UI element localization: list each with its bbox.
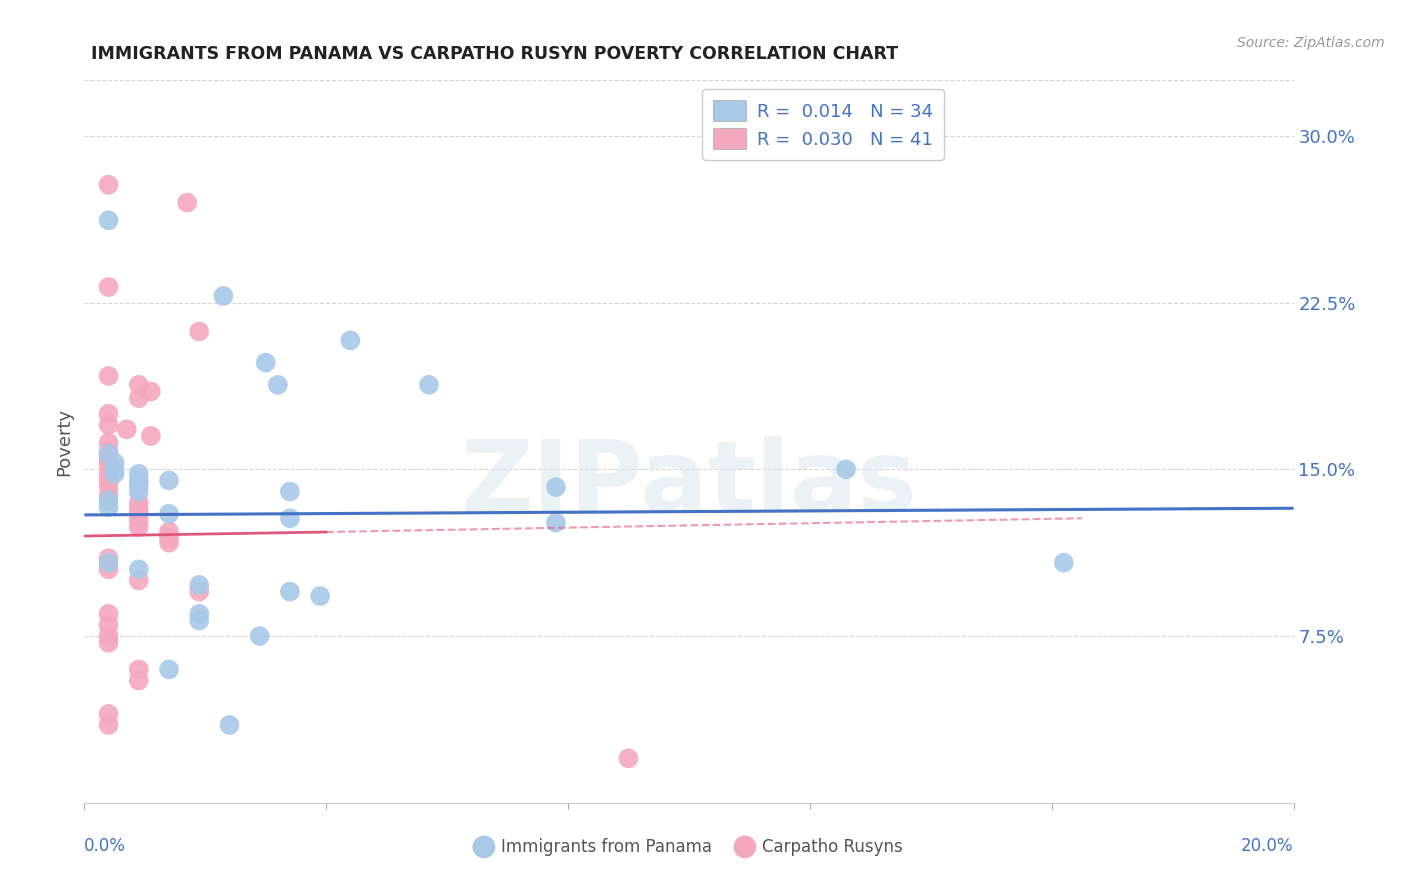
Point <box>218 718 240 732</box>
Point <box>104 467 127 481</box>
Point <box>544 480 567 494</box>
Point <box>97 447 120 461</box>
Point <box>128 507 150 521</box>
Point <box>278 584 301 599</box>
Point <box>188 584 211 599</box>
Point <box>139 384 162 399</box>
Point <box>128 474 150 488</box>
Point <box>278 484 301 499</box>
Point <box>104 462 127 476</box>
Point <box>97 618 120 632</box>
Point <box>157 524 180 539</box>
Point <box>1053 556 1076 570</box>
Point <box>128 673 150 688</box>
Point <box>128 391 150 405</box>
Point <box>97 451 120 466</box>
Point <box>97 444 120 458</box>
Point <box>97 500 120 515</box>
Point <box>267 377 290 392</box>
Point <box>128 467 150 481</box>
Point <box>97 467 120 481</box>
Point <box>97 636 120 650</box>
Point <box>544 516 567 530</box>
Point <box>128 662 150 676</box>
Text: 20.0%: 20.0% <box>1241 838 1294 855</box>
Point <box>97 551 120 566</box>
Point <box>97 629 120 643</box>
Point <box>188 325 211 339</box>
Point <box>176 195 198 210</box>
Point <box>157 531 180 545</box>
Point <box>128 562 150 576</box>
Point <box>249 629 271 643</box>
Point <box>157 474 180 488</box>
Point <box>97 417 120 432</box>
Point <box>97 178 120 192</box>
Point <box>254 356 277 370</box>
Point <box>339 334 361 348</box>
Point <box>128 520 150 534</box>
Point <box>188 578 211 592</box>
Point <box>97 474 120 488</box>
Point <box>97 556 120 570</box>
Point <box>157 507 180 521</box>
Point <box>128 513 150 527</box>
Point <box>835 462 858 476</box>
Point <box>128 484 150 499</box>
Point <box>97 706 120 721</box>
Point <box>128 478 150 492</box>
Point <box>128 377 150 392</box>
Text: ZIPatlas: ZIPatlas <box>461 436 917 533</box>
Point <box>188 614 211 628</box>
Point <box>188 607 211 621</box>
Point <box>97 435 120 450</box>
Point <box>157 662 180 676</box>
Y-axis label: Poverty: Poverty <box>55 408 73 475</box>
Point <box>97 213 120 227</box>
Text: Source: ZipAtlas.com: Source: ZipAtlas.com <box>1237 36 1385 50</box>
Point <box>97 493 120 508</box>
Point <box>157 535 180 549</box>
Point <box>115 422 138 436</box>
Point <box>97 368 120 383</box>
Point <box>418 377 440 392</box>
Point <box>278 511 301 525</box>
Point <box>128 502 150 516</box>
Point <box>309 589 332 603</box>
Point <box>97 718 120 732</box>
Legend: Immigrants from Panama, Carpatho Rusyns: Immigrants from Panama, Carpatho Rusyns <box>468 831 910 863</box>
Point <box>97 407 120 421</box>
Point <box>97 489 120 503</box>
Point <box>97 607 120 621</box>
Point <box>97 562 120 576</box>
Point <box>97 458 120 472</box>
Point <box>128 574 150 588</box>
Point <box>139 429 162 443</box>
Text: IMMIGRANTS FROM PANAMA VS CARPATHO RUSYN POVERTY CORRELATION CHART: IMMIGRANTS FROM PANAMA VS CARPATHO RUSYN… <box>91 45 898 62</box>
Point <box>212 289 235 303</box>
Point <box>97 280 120 294</box>
Point <box>97 480 120 494</box>
Point <box>104 456 127 470</box>
Point <box>617 751 640 765</box>
Point <box>128 496 150 510</box>
Text: 0.0%: 0.0% <box>84 838 127 855</box>
